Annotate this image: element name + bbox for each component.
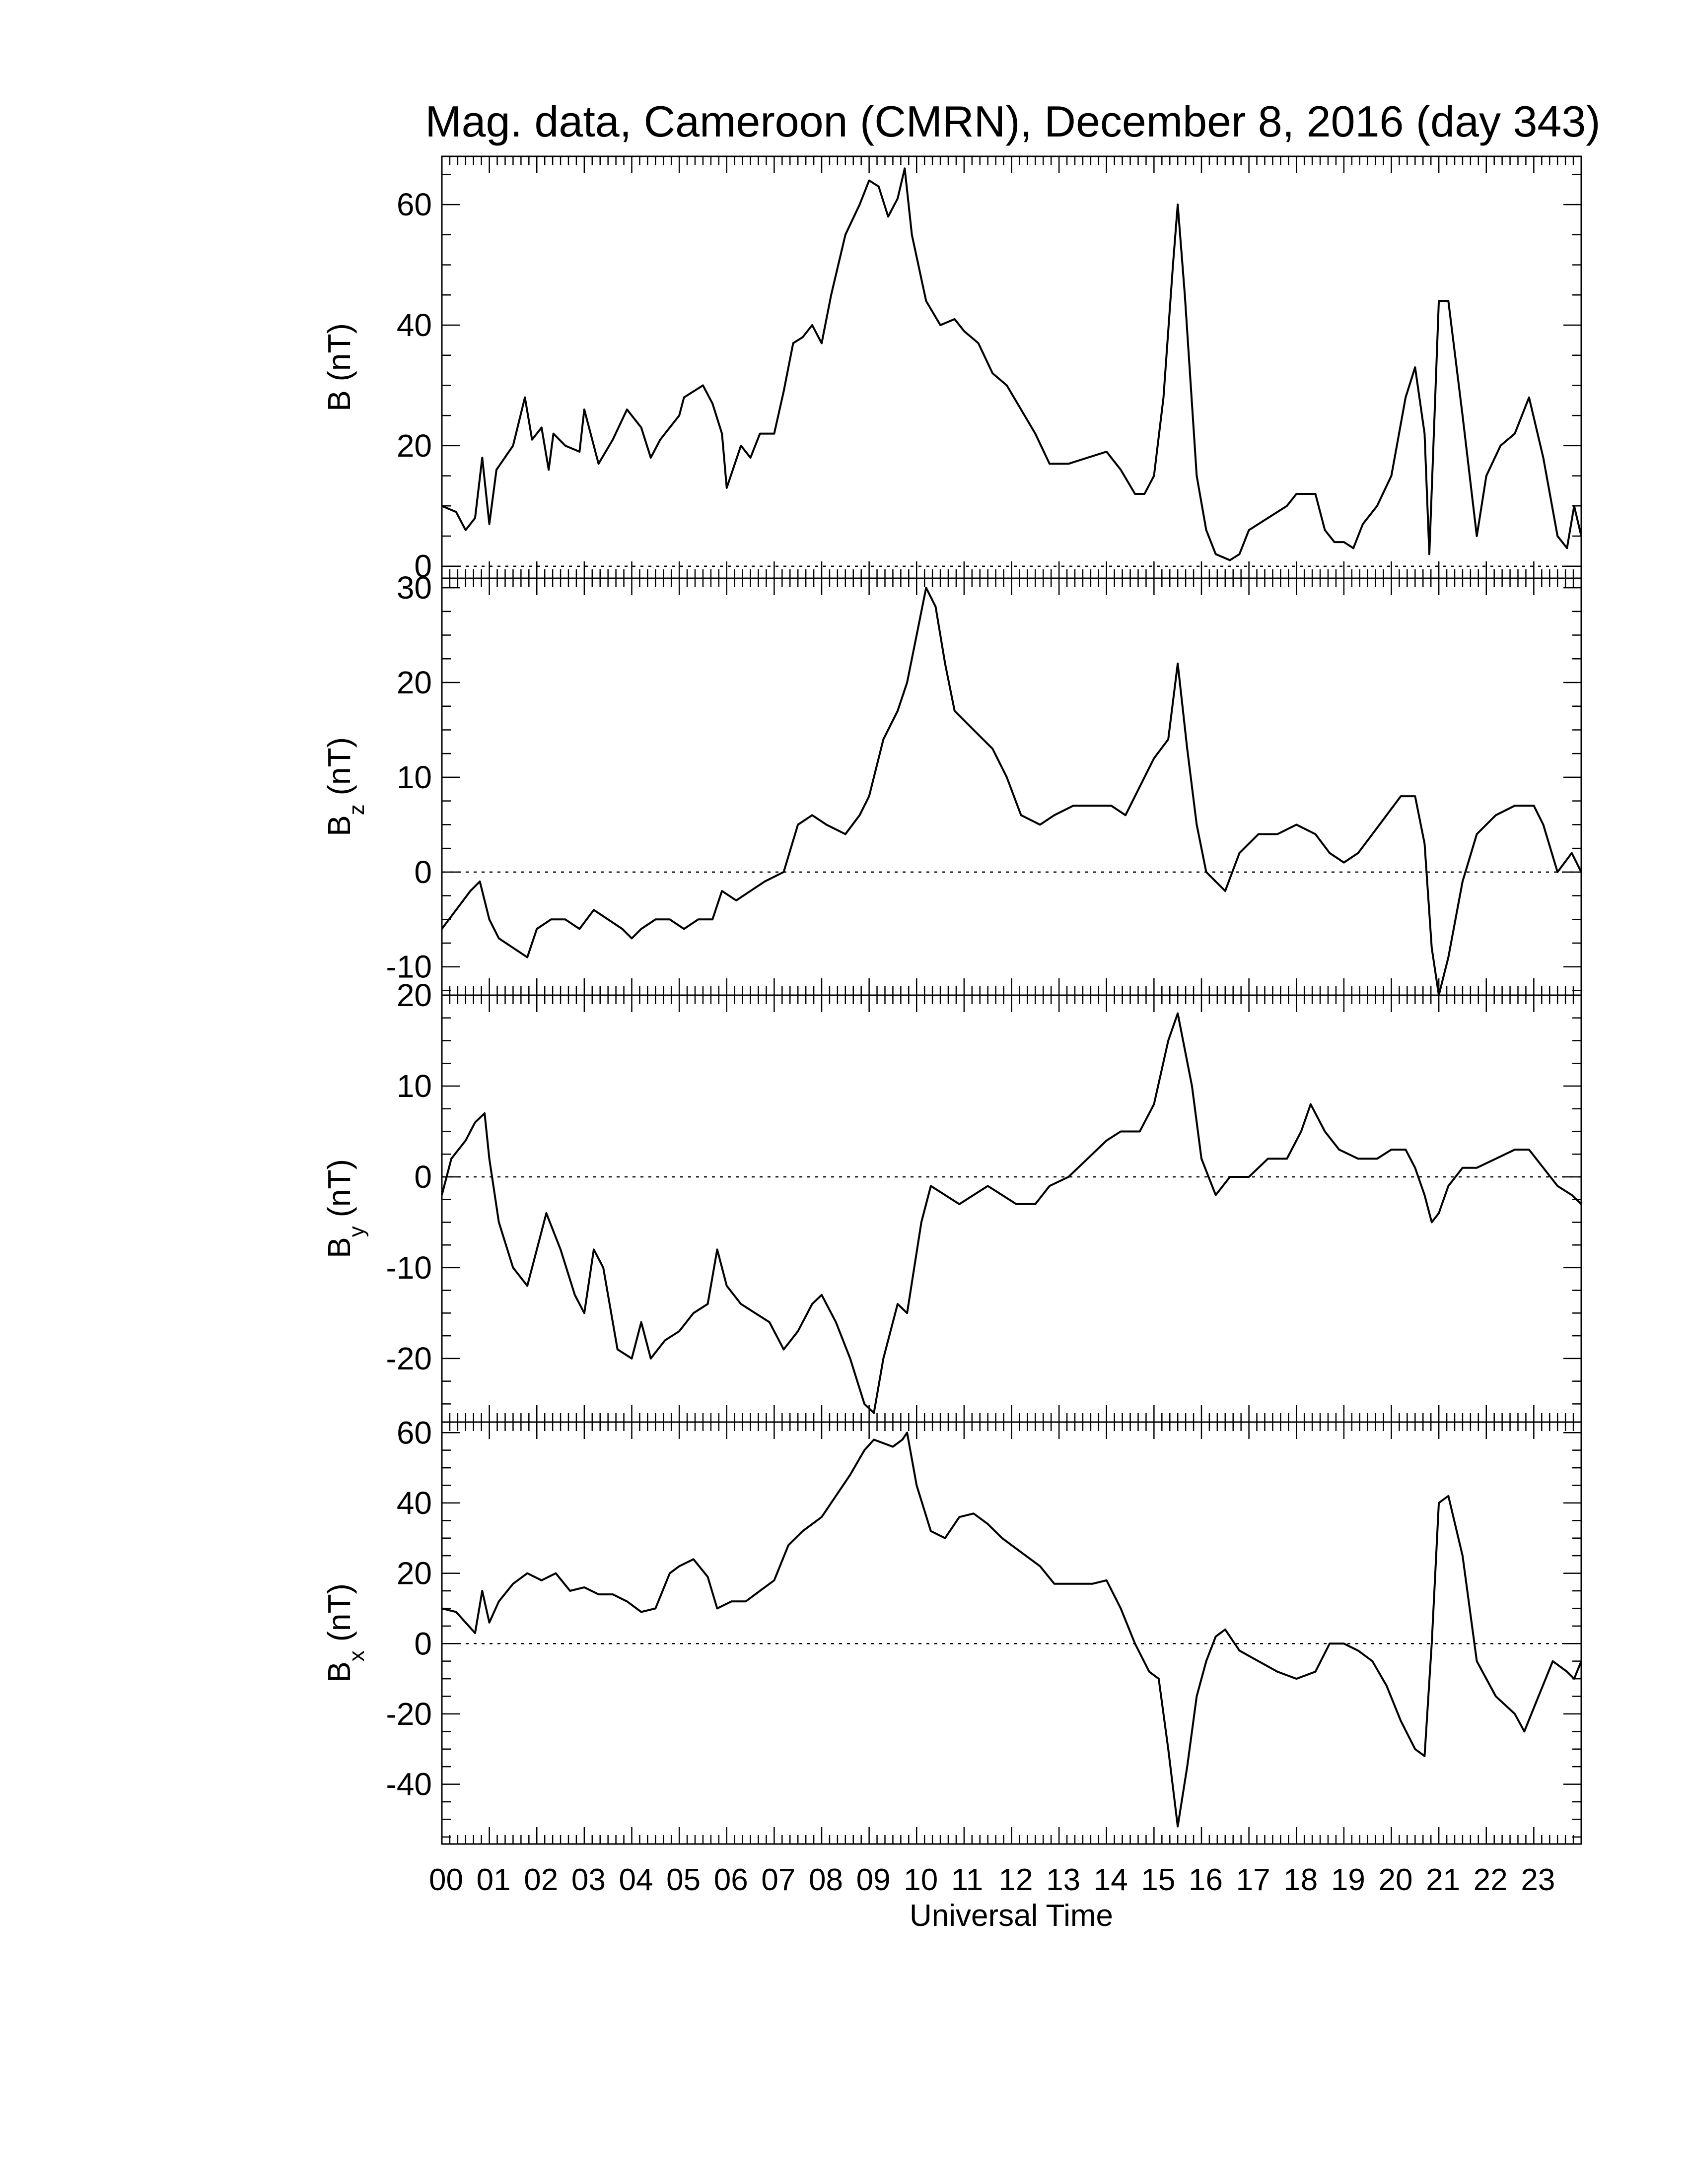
x-tick-label: 08 <box>809 1863 843 1897</box>
x-tick-label: 04 <box>619 1863 653 1897</box>
x-tick-label: 19 <box>1331 1863 1365 1897</box>
x-tick-label: 10 <box>904 1863 938 1897</box>
chart-title: Mag. data, Cameroon (CMRN), December 8, … <box>425 97 1600 146</box>
x-tick-label: 14 <box>1094 1863 1128 1897</box>
x-tick-label: 07 <box>761 1863 795 1897</box>
panels-group: 0 20 40 60 B (nT) -10 0 10 20 30 Bz (nT) -20 -10 0 10 2… <box>321 155 1582 1845</box>
x-tick-label: 12 <box>999 1863 1033 1897</box>
x-tick-label: 23 <box>1521 1863 1555 1897</box>
y-axis-label: Bz (nT) <box>321 737 369 836</box>
y-tick-label: 0 <box>414 854 432 890</box>
panel-frame <box>441 994 1582 1423</box>
x-tick-label: 18 <box>1283 1863 1318 1897</box>
y-tick-label: -20 <box>386 1696 432 1732</box>
y-tick-label: 60 <box>397 1415 432 1450</box>
x-tick-label: 20 <box>1379 1863 1413 1897</box>
y-tick-label: 0 <box>414 1626 432 1661</box>
x-tick-label: 13 <box>1046 1863 1080 1897</box>
x-tick-label: 17 <box>1236 1863 1270 1897</box>
x-tick-label: 05 <box>666 1863 701 1897</box>
series-line-by <box>441 1012 1582 1414</box>
x-tick-label: 16 <box>1189 1863 1223 1897</box>
x-axis: 00 01 02 03 04 05 06 07 08 09 10 11 12 13 14 15 16 17 18 19… <box>429 1863 1555 1897</box>
y-tick-label: 20 <box>397 977 432 1013</box>
y-tick-label: 20 <box>397 428 432 464</box>
y-tick-label: -40 <box>386 1767 432 1802</box>
y-axis-label: Bx (nT) <box>321 1583 369 1683</box>
y-tick-label: 40 <box>397 1485 432 1521</box>
y-tick-label: 0 <box>414 1159 432 1195</box>
x-tick-label: 15 <box>1141 1863 1175 1897</box>
y-axis-label: By (nT) <box>321 1159 369 1258</box>
x-tick-label: 09 <box>856 1863 891 1897</box>
x-tick-label: 01 <box>477 1863 511 1897</box>
panel-bz: -10 0 10 20 30 Bz (nT) <box>321 570 1582 996</box>
x-tick-label: 02 <box>524 1863 558 1897</box>
x-tick-label: 06 <box>714 1863 748 1897</box>
y-tick-label: -10 <box>386 949 432 985</box>
y-axis-label: B (nT) <box>321 323 357 411</box>
x-tick-label: 21 <box>1426 1863 1460 1897</box>
panel-b: 0 20 40 60 B (nT) <box>321 155 1582 584</box>
panel-frame <box>441 1421 1582 1845</box>
x-tick-label: 11 <box>951 1863 983 1897</box>
series-line-bx <box>441 1432 1582 1828</box>
y-tick-label: 30 <box>397 570 432 606</box>
y-tick-label: -20 <box>386 1341 432 1376</box>
panel-frame <box>441 577 1582 996</box>
panel-by: -20 -10 0 10 20 By (nT) <box>321 977 1582 1423</box>
panel-frame <box>441 155 1582 579</box>
series-line-bz <box>441 587 1582 996</box>
y-tick-label: 20 <box>397 665 432 700</box>
y-tick-label: 20 <box>397 1556 432 1591</box>
y-tick-label: 60 <box>397 187 432 222</box>
x-tick-label: 22 <box>1474 1863 1508 1897</box>
y-tick-label: -10 <box>386 1250 432 1286</box>
y-tick-label: 0 <box>414 548 432 584</box>
x-axis-label: Universal Time <box>910 1899 1113 1933</box>
y-tick-label: 10 <box>397 759 432 795</box>
x-tick-label: 00 <box>429 1863 463 1897</box>
y-tick-label: 40 <box>397 307 432 343</box>
x-tick-label: 03 <box>571 1863 606 1897</box>
series-line-b <box>441 167 1582 561</box>
panel-bx: -40 -20 0 20 40 60 Bx (nT) <box>321 1415 1582 1845</box>
y-tick-label: 10 <box>397 1068 432 1104</box>
